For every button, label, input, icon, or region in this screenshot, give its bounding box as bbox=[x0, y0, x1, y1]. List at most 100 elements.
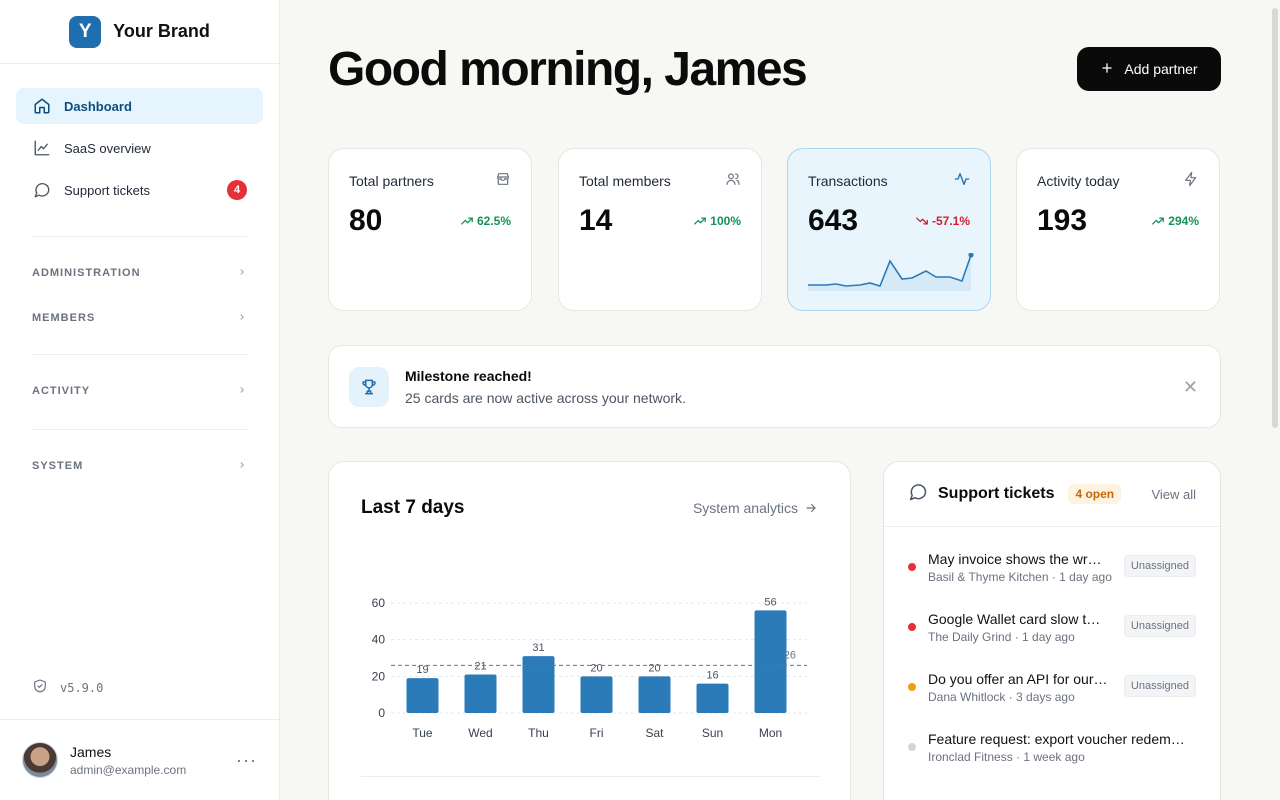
section-system[interactable]: SYSTEM bbox=[0, 456, 279, 476]
close-icon[interactable]: ✕ bbox=[1182, 377, 1198, 397]
trending-down-icon bbox=[916, 217, 928, 225]
bar bbox=[754, 610, 787, 713]
scrollbar[interactable] bbox=[1270, 0, 1280, 800]
priority-dot bbox=[908, 623, 916, 631]
chevron-right-icon bbox=[237, 385, 247, 398]
x-tick-label: Sun bbox=[702, 726, 723, 740]
bar bbox=[638, 676, 671, 713]
stat-delta: 100% bbox=[693, 214, 741, 228]
stat-delta: 294% bbox=[1151, 214, 1199, 228]
bar-value-label: 20 bbox=[648, 662, 660, 674]
ticket-item[interactable]: May invoice shows the wr… Basil & Thyme … bbox=[884, 537, 1220, 597]
stat-card-total-members[interactable]: Total members 14 100% bbox=[558, 148, 762, 311]
avatar bbox=[22, 742, 58, 778]
x-tick-label: Fri bbox=[590, 726, 604, 740]
divider bbox=[32, 236, 247, 237]
x-tick-label: Tue bbox=[412, 726, 433, 740]
status-badge: Unassigned bbox=[1123, 555, 1196, 577]
brand[interactable]: Y Your Brand bbox=[0, 0, 279, 64]
ticket-subject: Feature request: export voucher redem… bbox=[928, 730, 1185, 747]
sidebar-item-label: Support tickets bbox=[64, 182, 150, 198]
stat-card-total-partners[interactable]: Total partners 80 62.5% bbox=[328, 148, 532, 311]
section-activity[interactable]: ACTIVITY bbox=[0, 381, 279, 401]
system-analytics-link[interactable]: System analytics bbox=[693, 500, 818, 516]
bar bbox=[464, 674, 497, 713]
bar bbox=[696, 683, 729, 713]
zap-icon bbox=[1183, 171, 1199, 190]
sidebar: Y Your Brand Dashboard SaaS overview Sup… bbox=[0, 0, 280, 800]
milestone-text: 25 cards are now active across your netw… bbox=[405, 389, 686, 406]
y-tick-label: 60 bbox=[372, 596, 386, 610]
sidebar-nav: Dashboard SaaS overview Support tickets … bbox=[0, 64, 279, 208]
ticket-subject: May invoice shows the wr… bbox=[928, 550, 1102, 567]
store-icon bbox=[495, 171, 511, 190]
stat-label: Total members bbox=[579, 172, 671, 189]
stat-card-activity-today[interactable]: Activity today 193 294% bbox=[1016, 148, 1220, 311]
ticket-item[interactable]: Feature request: export voucher redem… I… bbox=[884, 717, 1220, 777]
plus-icon bbox=[1100, 61, 1114, 78]
brand-logo: Y bbox=[69, 15, 102, 48]
ticket-meta: Basil & Thyme Kitchen · 1 day ago bbox=[928, 569, 1112, 584]
priority-dot bbox=[908, 743, 916, 751]
x-tick-label: Thu bbox=[528, 726, 549, 740]
transactions-sparkline bbox=[808, 253, 974, 291]
stat-delta: 62.5% bbox=[460, 214, 511, 228]
stat-label: Total partners bbox=[349, 172, 434, 189]
stat-label: Transactions bbox=[808, 172, 888, 189]
chevron-right-icon bbox=[237, 267, 247, 280]
status-badge: Unassigned bbox=[1123, 675, 1196, 697]
add-partner-button[interactable]: Add partner bbox=[1077, 47, 1221, 91]
trending-up-icon bbox=[1152, 217, 1165, 225]
divider bbox=[32, 354, 247, 355]
trending-up-icon bbox=[694, 217, 707, 225]
section-label: ADMINISTRATION bbox=[32, 267, 141, 279]
view-all-link[interactable]: View all bbox=[1151, 486, 1196, 502]
divider bbox=[32, 429, 247, 430]
bar bbox=[406, 678, 439, 713]
message-circle-icon bbox=[32, 180, 52, 200]
stat-value: 643 bbox=[808, 204, 859, 237]
section-label: SYSTEM bbox=[32, 460, 84, 472]
priority-dot bbox=[908, 563, 916, 571]
status-badge: Unassigned bbox=[1123, 615, 1196, 637]
milestone-title: Milestone reached! bbox=[405, 367, 532, 384]
user-name: James bbox=[70, 743, 112, 760]
ticket-meta: Dana Whitlock · 3 days ago bbox=[928, 689, 1075, 704]
main-content: Good morning, James Add partner Total pa… bbox=[280, 0, 1280, 800]
more-horizontal-icon[interactable]: ··· bbox=[236, 749, 257, 770]
sidebar-item-dashboard[interactable]: Dashboard bbox=[16, 88, 263, 124]
stat-label: Activity today bbox=[1037, 172, 1120, 189]
bar-chart: 0 20 40 60 19 Tue 21 Wed 31 Thu 20 Fri 20 Sat 16 Sun 56 M… bbox=[372, 596, 807, 740]
x-tick-label: Sat bbox=[645, 726, 664, 740]
ticket-meta: Ironclad Fitness · 1 week ago bbox=[928, 749, 1085, 764]
app-version: v5.9.0 bbox=[32, 678, 103, 697]
x-tick-label: Wed bbox=[468, 726, 492, 740]
stat-card-transactions[interactable]: Transactions 643 -57.1% bbox=[787, 148, 991, 311]
sidebar-item-label: SaaS overview bbox=[64, 140, 151, 156]
sidebar-item-support-tickets[interactable]: Support tickets 4 bbox=[16, 172, 263, 208]
user-menu[interactable]: James admin@example.com ··· bbox=[0, 719, 279, 800]
bar-value-label: 16 bbox=[706, 670, 718, 682]
arrow-right-icon bbox=[806, 503, 816, 513]
shield-check-icon bbox=[32, 678, 48, 697]
sidebar-item-saas-overview[interactable]: SaaS overview bbox=[16, 130, 263, 166]
scrollbar-thumb[interactable] bbox=[1272, 8, 1278, 428]
bar-value-label: 20 bbox=[590, 662, 602, 674]
page-title: Good morning, James bbox=[328, 43, 808, 96]
bar bbox=[522, 656, 555, 713]
chevron-right-icon bbox=[237, 312, 247, 325]
ticket-item[interactable]: Google Wallet card slow t… The Daily Gri… bbox=[884, 597, 1220, 657]
ticket-item[interactable]: Do you offer an API for our… Dana Whitlo… bbox=[884, 657, 1220, 717]
add-partner-label: Add partner bbox=[1124, 61, 1198, 77]
y-tick-label: 0 bbox=[378, 706, 385, 720]
bar-value-label: 56 bbox=[764, 596, 776, 608]
activity-icon bbox=[954, 171, 970, 190]
y-tick-label: 20 bbox=[372, 669, 386, 683]
section-label: ACTIVITY bbox=[32, 385, 91, 397]
sidebar-item-label: Dashboard bbox=[64, 98, 132, 114]
section-administration[interactable]: ADMINISTRATION bbox=[0, 263, 279, 283]
section-members[interactable]: MEMBERS bbox=[0, 308, 279, 328]
ticket-subject: Google Wallet card slow t… bbox=[928, 610, 1101, 627]
bar-value-label: 31 bbox=[532, 642, 544, 654]
message-circle-icon bbox=[908, 482, 928, 507]
